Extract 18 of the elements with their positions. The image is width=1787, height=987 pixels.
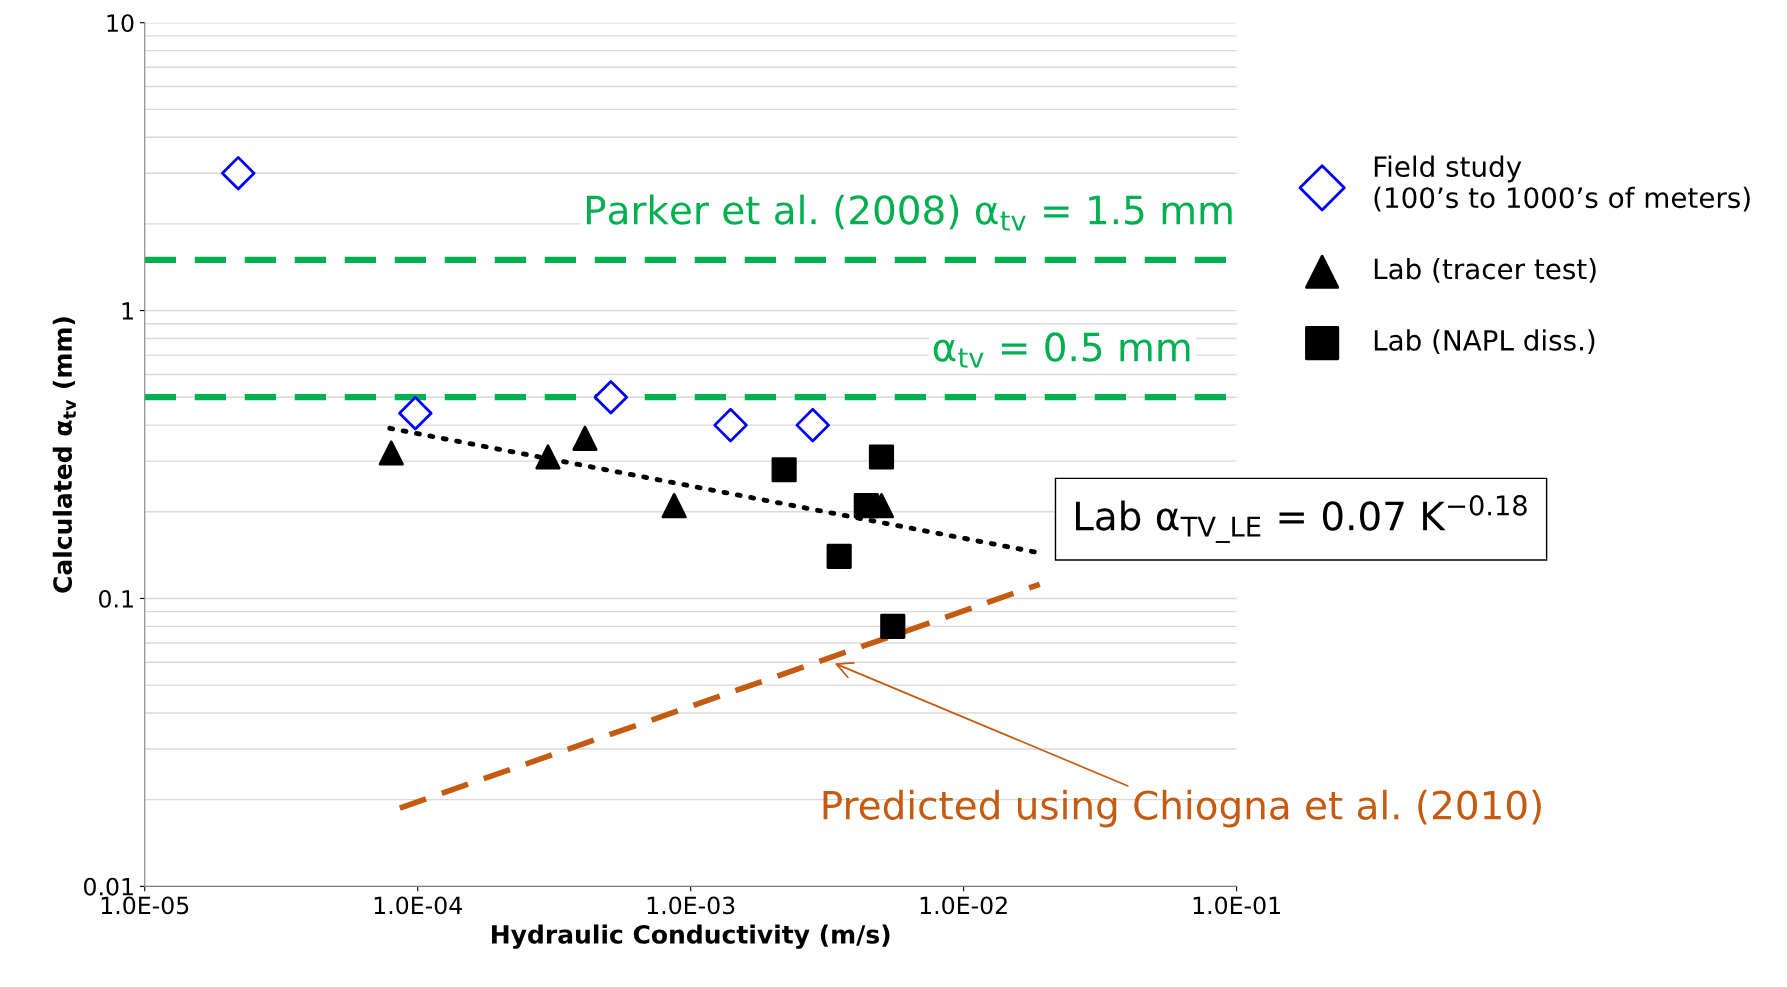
annotation: Predicted using Chiogna et al. (2010) <box>823 789 1541 828</box>
ref-line-label: Parker et al. (2008) α$_{tv}$ = 1.5 mm <box>586 194 1232 231</box>
x-tick-label: 1.0E-01 <box>1193 896 1280 915</box>
legend-label: Lab (tracer test) <box>1374 257 1596 283</box>
y-axis-title: Calculated α$_{tv}$ (mm) <box>52 317 76 593</box>
ref-line-label: α$_{tv}$ = 0.5 mm <box>933 332 1190 368</box>
x-axis-title: Hydraulic Conductivity (m/s) <box>492 924 890 949</box>
x-tick-label: 1.0E-02 <box>920 896 1007 915</box>
y-tick-label: 0.01 <box>84 877 133 896</box>
legend-label: Lab (NAPL diss.) <box>1374 329 1595 355</box>
y-tick-label: 10 <box>107 14 134 33</box>
y-tick-label: 1 <box>122 302 133 320</box>
legend-label: Field study (100’s to 1000’s of meters) <box>1374 155 1750 212</box>
x-tick-label: 1.0E-05 <box>101 896 189 915</box>
annotation: Lab α$_{TV_LE}$ = 0.07 K$^{−0.18}$ <box>1076 495 1527 543</box>
x-tick-label: 1.0E-04 <box>374 896 462 915</box>
x-tick-label: 1.0E-03 <box>647 896 735 915</box>
y-tick-label: 0.1 <box>99 589 133 608</box>
